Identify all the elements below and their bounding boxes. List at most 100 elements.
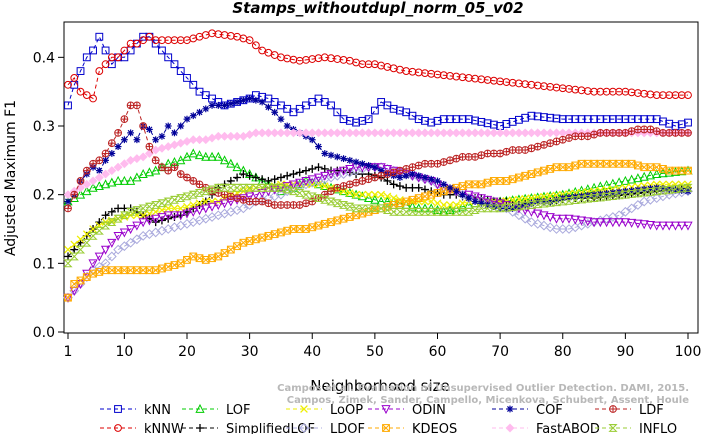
data-point: [659, 165, 667, 173]
data-point: [639, 188, 649, 197]
data-point: [627, 183, 636, 191]
legend-marker: [608, 424, 618, 432]
data-point: [514, 202, 524, 211]
data-point: [64, 293, 72, 302]
data-point: [308, 136, 316, 144]
legend-item-inflo: INFLO: [595, 422, 677, 434]
data-point: [420, 128, 430, 138]
data-point: [521, 146, 530, 154]
data-point: [514, 128, 524, 138]
data-point: [364, 128, 374, 138]
x-tick-label: 80: [554, 344, 572, 360]
data-point: [633, 219, 643, 229]
data-point: [70, 240, 79, 249]
data-point: [346, 156, 354, 164]
data-point: [407, 201, 418, 211]
data-point: [396, 174, 404, 181]
data-point: [170, 60, 179, 69]
data-point: [364, 60, 373, 69]
data-point: [158, 264, 166, 273]
data-point: [526, 201, 537, 209]
data-point: [94, 226, 104, 235]
series-ldof: [63, 162, 693, 303]
data-point: [132, 39, 141, 48]
data-point: [220, 131, 230, 141]
data-point: [421, 192, 429, 201]
data-point: [176, 155, 186, 165]
data-point: [114, 266, 123, 275]
x-tick-label: 10: [115, 344, 133, 360]
data-point: [683, 186, 693, 197]
data-point: [295, 128, 305, 138]
data-point: [471, 198, 479, 205]
data-point: [489, 177, 498, 185]
legend-item-knn: kNN: [100, 403, 171, 418]
data-point: [120, 213, 129, 221]
data-point: [621, 183, 630, 192]
data-point: [595, 193, 605, 202]
data-point: [370, 206, 379, 215]
legend-label: COF: [536, 403, 563, 418]
legend-marker: [196, 424, 204, 432]
data-point: [338, 201, 349, 209]
data-point: [571, 161, 580, 170]
data-point: [621, 159, 630, 168]
plot-area-frame: [63, 21, 699, 334]
data-point: [632, 200, 643, 210]
data-point: [684, 118, 692, 127]
data-point: [396, 199, 404, 208]
data-point: [515, 173, 523, 182]
data-point: [652, 168, 662, 178]
data-point: [195, 254, 204, 263]
data-point: [601, 179, 612, 189]
data-point: [571, 189, 580, 198]
data-point: [308, 164, 317, 173]
data-point: [659, 91, 667, 99]
data-point: [433, 189, 442, 197]
data-point: [639, 171, 649, 181]
data-point: [89, 225, 97, 233]
data-point: [646, 115, 655, 124]
data-point: [126, 175, 136, 185]
data-point: [177, 122, 185, 130]
data-point: [439, 128, 449, 138]
data-point: [214, 252, 223, 261]
data-point: [70, 74, 79, 82]
data-point: [113, 162, 123, 172]
data-point: [208, 254, 216, 263]
data-point: [101, 266, 110, 275]
data-point: [633, 115, 642, 124]
data-point: [301, 128, 311, 138]
series-line-odin: [67, 166, 688, 299]
data-point: [70, 190, 79, 199]
data-point: [433, 116, 442, 125]
data-point: [63, 259, 73, 268]
data-point: [596, 87, 605, 96]
data-point: [339, 182, 348, 190]
data-point: [590, 115, 598, 124]
data-point: [670, 221, 681, 231]
data-point: [552, 137, 561, 146]
data-point: [414, 183, 423, 192]
series-line-kdeos: [67, 163, 688, 298]
data-point: [646, 163, 655, 172]
data-point: [521, 194, 530, 203]
data-point: [640, 181, 649, 190]
data-point: [276, 128, 286, 138]
legend-marker: [382, 424, 390, 432]
data-point: [120, 115, 129, 124]
data-point: [389, 194, 398, 202]
data-point: [501, 203, 511, 212]
data-point: [464, 180, 473, 189]
data-point: [233, 98, 241, 106]
data-point: [477, 180, 486, 189]
data-point: [502, 177, 511, 185]
data-point: [640, 163, 649, 172]
data-point: [495, 204, 505, 213]
data-point: [646, 125, 655, 134]
data-point: [107, 238, 117, 248]
data-point: [477, 117, 486, 126]
data-point: [100, 179, 111, 189]
data-point: [189, 80, 198, 89]
